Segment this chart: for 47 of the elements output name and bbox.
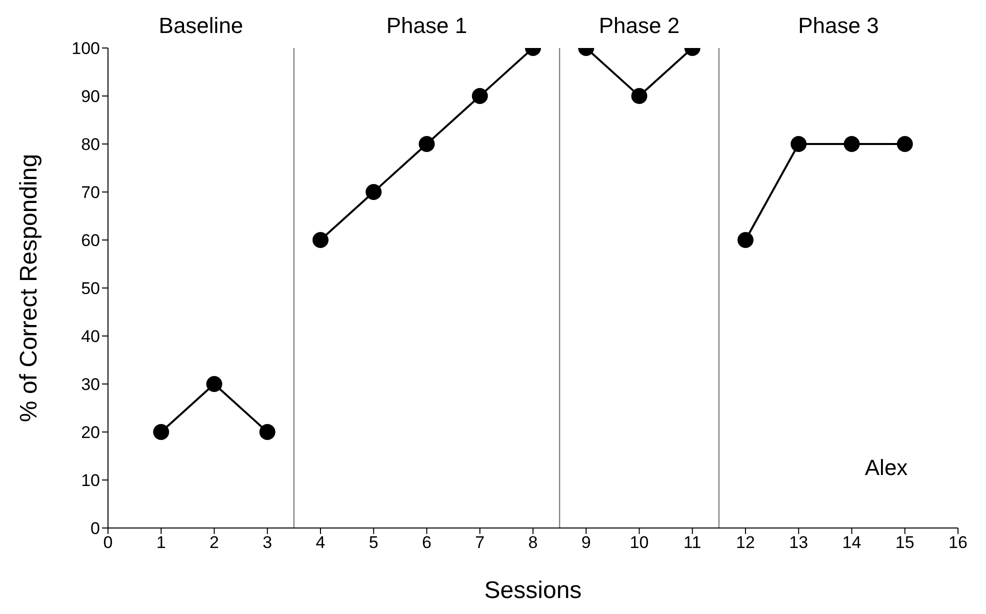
y-tick-label: 20 xyxy=(81,423,100,442)
x-axis-title: Sessions xyxy=(484,577,582,604)
point xyxy=(790,136,807,152)
point xyxy=(206,376,222,392)
x-tick-label: 6 xyxy=(422,533,432,552)
x-tick-label: 0 xyxy=(103,533,113,552)
x-tick-label: 7 xyxy=(475,533,485,552)
y-tick-label: 30 xyxy=(81,375,100,394)
point xyxy=(366,184,382,200)
text: Phase 2 xyxy=(598,13,680,39)
point xyxy=(631,88,648,104)
point xyxy=(896,136,913,152)
x-tick-label: 4 xyxy=(316,533,326,552)
y-tick-label: 60 xyxy=(81,231,100,250)
x-tick-label: 1 xyxy=(156,533,166,552)
annotation: Alex xyxy=(864,455,908,481)
text: Phase 3 xyxy=(798,13,879,39)
point xyxy=(312,232,328,248)
x-tick-label: 11 xyxy=(684,533,702,552)
y-tick-label: 80 xyxy=(81,135,100,154)
text: Baseline xyxy=(158,13,244,39)
point xyxy=(418,136,435,152)
y-tick-label: 0 xyxy=(90,519,100,538)
x-tick-label: 12 xyxy=(736,533,755,552)
x-tick-label: 2 xyxy=(210,533,219,552)
text: Phase 1 xyxy=(386,13,468,39)
y-tick-label: 100 xyxy=(72,39,100,58)
y-tick-label: 50 xyxy=(81,279,100,298)
x-tick-label: 5 xyxy=(368,533,378,552)
point xyxy=(472,88,488,104)
y-tick-label: 10 xyxy=(81,471,100,490)
y-axis-title: % of Correct Responding xyxy=(16,154,43,422)
x-tick-label: 16 xyxy=(948,533,968,552)
x-tick-label: 13 xyxy=(789,533,808,552)
point xyxy=(738,232,754,248)
y-tick-label: 90 xyxy=(81,87,100,106)
x-tick-label: 15 xyxy=(895,533,914,552)
point xyxy=(153,424,170,440)
point xyxy=(844,136,860,152)
x-tick-label: 14 xyxy=(842,533,862,552)
x-tick-label: 9 xyxy=(581,533,591,552)
x-tick-label: 3 xyxy=(262,533,272,552)
point xyxy=(259,424,276,440)
y-tick-label: 40 xyxy=(81,327,100,346)
x-tick-label: 8 xyxy=(528,533,538,552)
x-tick-label: 10 xyxy=(630,533,649,552)
y-tick-label: 70 xyxy=(81,183,100,202)
